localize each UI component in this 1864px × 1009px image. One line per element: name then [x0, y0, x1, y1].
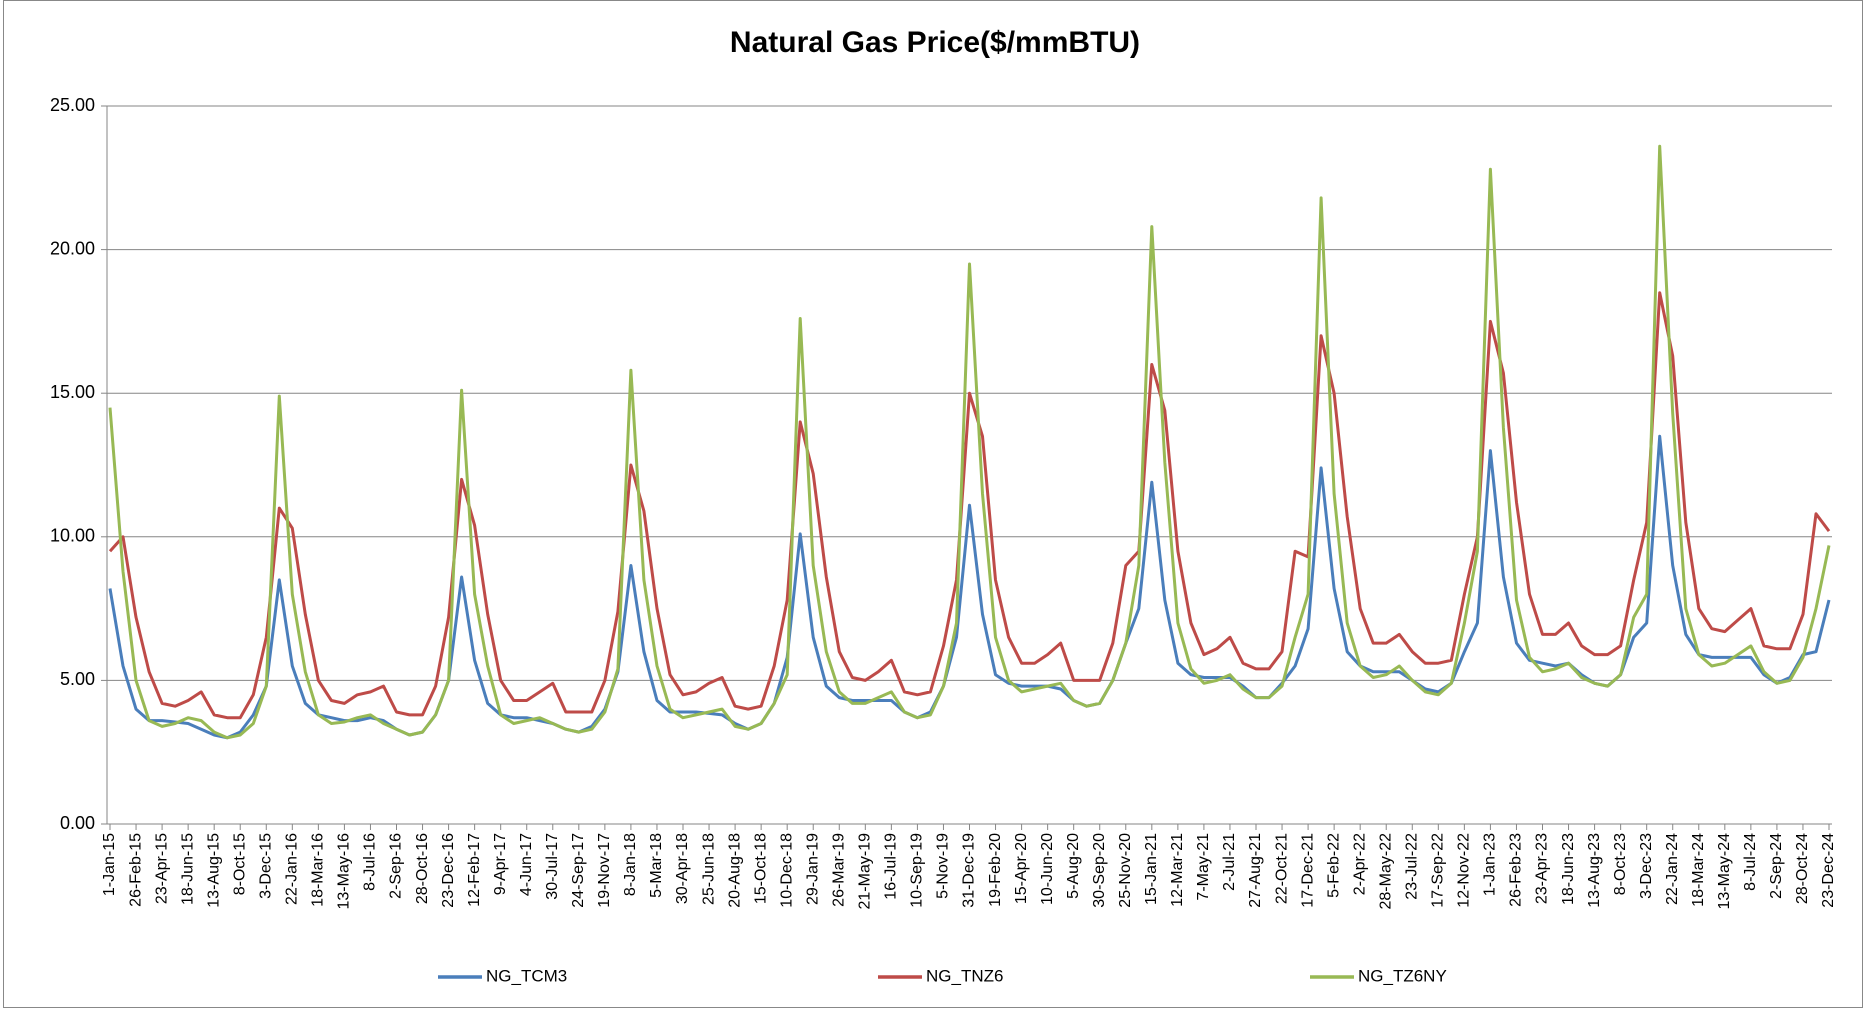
x-tick-label: 26-Feb-23	[1508, 833, 1525, 907]
x-tick-label: 22-Jan-24	[1664, 833, 1681, 905]
x-tick-label: 10-Dec-18	[778, 833, 795, 908]
x-tick-label: 31-Dec-19	[961, 833, 978, 908]
x-tick-label: 8-Jul-16	[362, 833, 379, 891]
series-line	[108, 144, 1831, 740]
x-tick-label: 5-Mar-18	[648, 833, 665, 898]
x-tick-label: 3-Dec-23	[1638, 833, 1655, 899]
x-tick-label: 7-May-21	[1195, 833, 1212, 901]
x-tick-label: 13-Aug-23	[1586, 833, 1603, 908]
series-line	[108, 291, 1831, 720]
chart-title: Natural Gas Price($/mmBTU)	[730, 26, 1140, 59]
x-tick-label: 8-Oct-23	[1612, 833, 1629, 895]
y-tick-label: 15.00	[50, 382, 95, 402]
x-tick-label: 23-Apr-15	[153, 833, 170, 904]
x-tick-label: 30-Jul-17	[544, 833, 561, 900]
x-tick-label: 5-Nov-19	[935, 833, 952, 899]
x-tick-label: 28-Oct-16	[414, 833, 431, 904]
x-tick-label: 26-Mar-19	[830, 833, 847, 907]
x-tick-label: 20-Aug-18	[726, 833, 743, 908]
x-tick-label: 9-Apr-17	[492, 833, 509, 895]
x-tick-label: 28-Oct-24	[1794, 833, 1811, 904]
x-tick-label: 21-May-19	[857, 833, 874, 910]
x-tick-label: 3-Dec-15	[257, 833, 274, 899]
x-tick-label: 28-May-22	[1377, 833, 1394, 910]
x-tick-label: 23-Apr-23	[1534, 833, 1551, 904]
x-tick-label: 5-Feb-22	[1325, 833, 1342, 898]
legend-label: NG_TCM3	[486, 966, 567, 985]
x-tick-label: 24-Sep-17	[570, 833, 587, 908]
x-tick-label: 18-Mar-24	[1690, 833, 1707, 907]
x-tick-label: 1-Jan-23	[1482, 833, 1499, 896]
x-tick-label: 12-Mar-21	[1169, 833, 1186, 907]
x-tick-label: 13-May-24	[1716, 833, 1733, 910]
x-tick-label: 19-Nov-17	[596, 833, 613, 908]
x-tick-label: 16-Jul-19	[883, 833, 900, 900]
x-tick-label: 18-Mar-16	[310, 833, 327, 907]
x-tick-label: 18-Jun-23	[1560, 833, 1577, 905]
x-tick-label: 12-Nov-22	[1456, 833, 1473, 908]
x-tick-label: 8-Jul-24	[1742, 833, 1759, 891]
x-tick-label: 18-Jun-15	[179, 833, 196, 905]
x-tick-label: 17-Sep-22	[1430, 833, 1447, 908]
x-tick-label: 29-Jan-19	[804, 833, 821, 905]
x-tick-label: 22-Oct-21	[1273, 833, 1290, 904]
x-tick-label: 30-Apr-18	[674, 833, 691, 904]
x-tick-label: 25-Nov-20	[1117, 833, 1134, 908]
x-tick-label: 2-Apr-22	[1351, 833, 1368, 895]
x-tick-label: 30-Sep-20	[1091, 833, 1108, 908]
x-tick-label: 15-Oct-18	[752, 833, 769, 904]
x-tick-label: 19-Feb-20	[987, 833, 1004, 907]
x-tick-label: 13-Aug-15	[205, 833, 222, 908]
x-tick-label: 17-Dec-21	[1299, 833, 1316, 908]
x-tick-label: 12-Feb-17	[466, 833, 483, 907]
y-tick-label: 25.00	[50, 95, 95, 115]
x-tick-label: 5-Aug-20	[1065, 833, 1082, 899]
y-tick-label: 10.00	[50, 526, 95, 546]
x-tick-label: 22-Jan-16	[284, 833, 301, 905]
x-tick-label: 25-Jun-18	[700, 833, 717, 905]
x-tick-label: 23-Dec-24	[1820, 833, 1837, 908]
x-tick-label: 13-May-16	[336, 833, 353, 910]
x-tick-label: 27-Aug-21	[1247, 833, 1264, 908]
x-tick-label: 23-Jul-22	[1403, 833, 1420, 900]
legend-label: NG_TNZ6	[926, 966, 1003, 985]
y-tick-label: 5.00	[60, 669, 95, 689]
x-tick-label: 15-Jan-21	[1143, 833, 1160, 905]
x-tick-label: 4-Jun-17	[518, 833, 535, 896]
x-tick-label: 2-Jul-21	[1221, 833, 1238, 891]
y-tick-label: 20.00	[50, 238, 95, 258]
x-tick-label: 2-Sep-16	[388, 833, 405, 899]
x-tick-label: 26-Feb-15	[127, 833, 144, 907]
chart-frame	[3, 0, 1863, 1008]
x-tick-label: 10-Sep-19	[909, 833, 926, 908]
x-tick-label: 23-Dec-16	[440, 833, 457, 908]
x-tick-label: 1-Jan-15	[101, 833, 118, 896]
x-tick-label: 2-Sep-24	[1768, 833, 1785, 899]
x-tick-label: 15-Apr-20	[1013, 833, 1030, 904]
x-tick-label: 8-Jan-18	[622, 833, 639, 896]
x-tick-label: 10-Jun-20	[1039, 833, 1056, 905]
legend-label: NG_TZ6NY	[1358, 966, 1447, 985]
y-tick-label: 0.00	[60, 813, 95, 833]
x-tick-label: 8-Oct-15	[231, 833, 248, 895]
